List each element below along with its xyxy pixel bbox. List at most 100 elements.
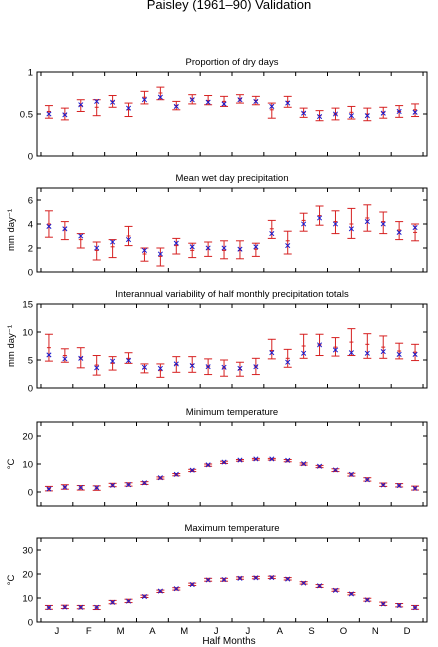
modelled-point-stroke	[189, 97, 195, 103]
modelled-point	[348, 226, 354, 232]
modelled-point	[110, 99, 116, 105]
modelled-point-stroke	[253, 575, 259, 581]
y-tick-label: 5	[28, 356, 33, 367]
modelled-point-stroke	[157, 251, 163, 257]
modelled-point	[205, 364, 211, 370]
modelled-point-stroke	[348, 113, 354, 119]
modelled-point-stroke	[78, 233, 84, 239]
y-tick-label: 0	[28, 268, 33, 279]
modelled-point-stroke	[332, 467, 339, 473]
x-tick-label: M	[117, 626, 125, 637]
panel-title: Proportion of dry days	[186, 57, 279, 68]
modelled-point	[221, 245, 227, 251]
y-tick-label: 30	[22, 546, 33, 557]
y-tick-label: 2	[28, 244, 33, 255]
chart-panels: Proportion of dry days 0 0.5 1 Mean wet day …	[6, 57, 428, 637]
modelled-point-stroke	[380, 482, 386, 488]
modelled-point	[364, 113, 370, 119]
modelled-point-stroke	[141, 364, 148, 370]
modelled-point-stroke	[269, 231, 275, 237]
x-axis-label: Half Months	[202, 636, 255, 647]
modelled-point	[141, 97, 148, 103]
modelled-point-stroke	[380, 110, 386, 116]
modelled-point-stroke	[253, 98, 259, 104]
modelled-point-stroke	[348, 471, 354, 477]
modelled-point-stroke	[62, 226, 68, 232]
modelled-point-stroke	[125, 105, 132, 111]
modelled-point	[46, 605, 52, 611]
chart-panel-1: Proportion of dry days 0 0.5 1	[20, 57, 428, 163]
modelled-point-stroke	[396, 108, 402, 115]
modelled-point-stroke	[316, 463, 323, 469]
modelled-point	[364, 477, 370, 483]
modelled-point	[316, 342, 323, 348]
modelled-point	[269, 231, 275, 237]
modelled-point-stroke	[46, 111, 52, 117]
modelled-point-stroke	[364, 477, 370, 483]
figure-title: Paisley (1961–90) Validation	[147, 0, 312, 12]
modelled-point-stroke	[396, 229, 402, 235]
modelled-point	[301, 580, 307, 586]
x-tick-label: A	[149, 626, 156, 637]
y-tick-label: 10	[22, 328, 33, 339]
modelled-point	[205, 99, 211, 105]
modelled-point	[94, 485, 100, 491]
modelled-point-stroke	[110, 599, 116, 605]
modelled-point-stroke	[110, 482, 116, 488]
modelled-point	[348, 350, 354, 356]
modelled-point-stroke	[412, 351, 418, 357]
modelled-point-stroke	[94, 98, 100, 104]
modelled-point-stroke	[332, 347, 339, 353]
modelled-point	[62, 226, 68, 232]
x-tick-label: O	[340, 626, 347, 637]
modelled-point	[332, 111, 339, 117]
modelled-point-stroke	[269, 575, 275, 581]
modelled-point-stroke	[348, 350, 354, 356]
y-tick-label: 0	[28, 618, 33, 629]
chart-panel-3: Interannual variability of half monthly …	[6, 289, 428, 395]
modelled-point	[253, 575, 259, 581]
modelled-point	[332, 587, 339, 593]
modelled-point	[157, 94, 163, 100]
modelled-point	[46, 352, 52, 358]
modelled-point	[189, 582, 195, 588]
modelled-point-stroke	[78, 102, 84, 108]
modelled-point-stroke	[332, 221, 339, 227]
x-tick-label: J	[214, 626, 219, 637]
modelled-point	[332, 221, 339, 227]
modelled-point	[237, 457, 243, 463]
modelled-point-stroke	[173, 240, 179, 246]
modelled-point	[380, 601, 386, 607]
modelled-point	[110, 239, 116, 245]
modelled-point	[62, 604, 68, 610]
modelled-point-stroke	[125, 598, 132, 604]
modelled-point-stroke	[285, 100, 291, 106]
modelled-point-stroke	[173, 361, 179, 367]
modelled-point	[205, 462, 211, 468]
modelled-point	[396, 351, 402, 357]
chart-panel-4: Minimum temperature 0 10 20 °C	[6, 407, 428, 507]
modelled-point-stroke	[237, 365, 243, 371]
modelled-point	[380, 110, 386, 116]
modelled-point-stroke	[396, 483, 402, 489]
x-tick-label: S	[308, 626, 314, 637]
modelled-point	[221, 459, 227, 465]
modelled-point	[412, 109, 418, 115]
modelled-point-stroke	[141, 480, 148, 486]
plot-frame	[36, 421, 428, 507]
modelled-point	[253, 364, 259, 370]
modelled-point-stroke	[205, 577, 211, 583]
y-tick-label: 6	[28, 196, 33, 207]
modelled-point-stroke	[301, 221, 307, 227]
modelled-point	[173, 103, 179, 109]
modelled-point-stroke	[412, 485, 418, 491]
y-tick-label: 0	[28, 152, 33, 163]
modelled-point-stroke	[125, 358, 132, 364]
modelled-point-stroke	[364, 597, 370, 603]
x-tick-label: N	[372, 626, 379, 637]
modelled-point	[157, 475, 163, 481]
modelled-point-stroke	[253, 456, 259, 462]
modelled-point	[412, 605, 418, 611]
modelled-point-stroke	[46, 605, 52, 611]
modelled-point	[78, 233, 84, 239]
